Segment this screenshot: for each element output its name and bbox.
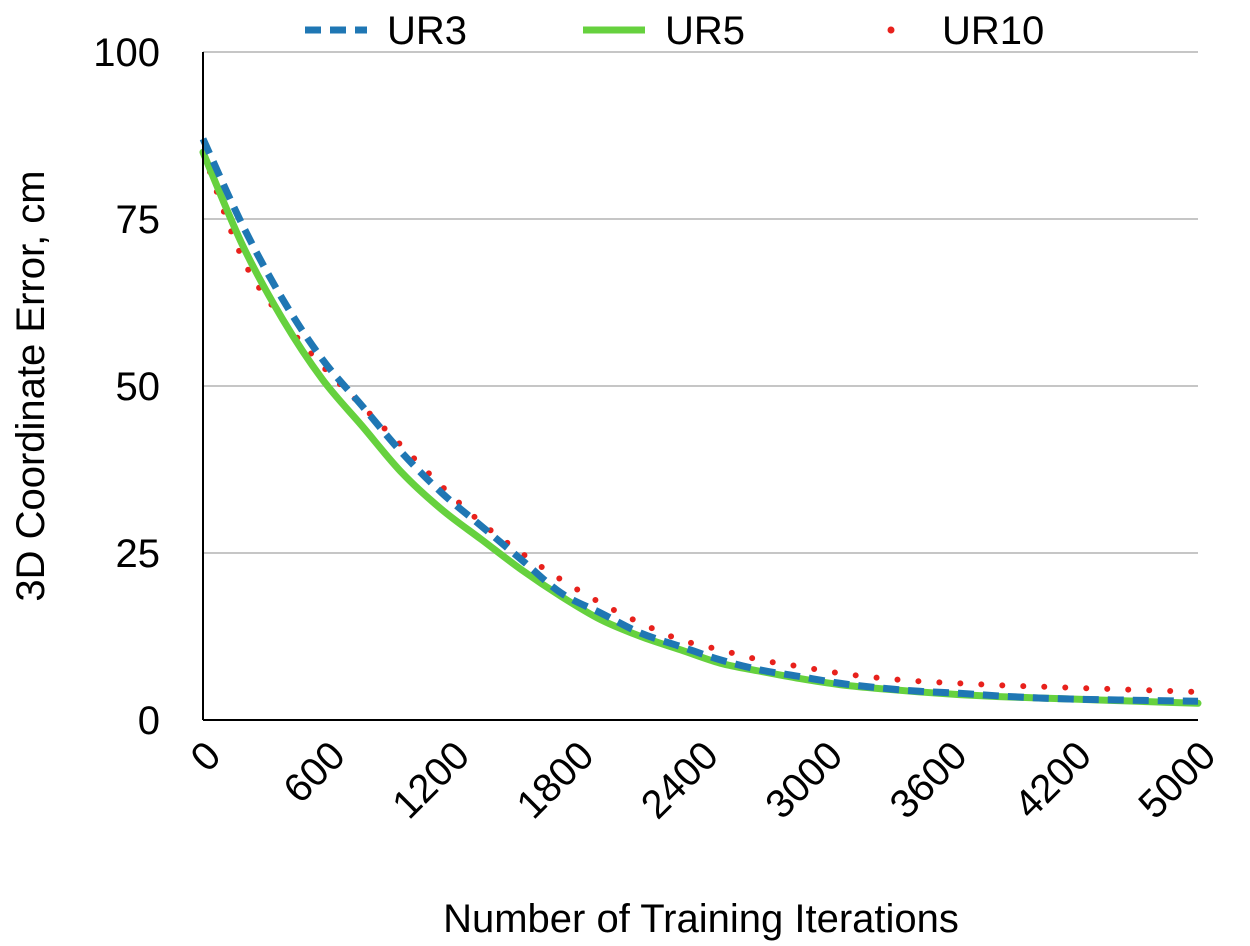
- series-lines: [199, 137, 1202, 707]
- x-tick-label: 1800: [508, 733, 602, 827]
- legend-label: UR3: [387, 9, 467, 53]
- y-tick-label: 100: [93, 31, 160, 75]
- y-axis-title: 3D Coordinate Error, cm: [9, 170, 53, 601]
- axes: [202, 52, 1198, 721]
- y-tick-label: 75: [116, 198, 161, 242]
- gridlines: [203, 51, 1198, 554]
- legend: UR3 UR5 UR10: [305, 9, 1044, 53]
- series-line-ur5: [199, 148, 1202, 707]
- series-line-ur3: [199, 137, 1199, 705]
- x-tick-label: 3000: [757, 733, 851, 827]
- x-tick-labels: 0 600 1200 1800 2400 3000 3600 4200 5000: [183, 733, 1225, 827]
- x-axis-title: Number of Training Iterations: [443, 897, 959, 941]
- legend-label: UR5: [665, 9, 745, 53]
- x-tick-label: 5000: [1130, 733, 1224, 827]
- x-tick-label: 4200: [1006, 733, 1100, 827]
- legend-item-ur5: UR5: [583, 9, 745, 53]
- legend-item-ur3: UR3: [305, 9, 467, 53]
- y-tick-label: 0: [138, 699, 160, 743]
- x-tick-label: 1200: [384, 733, 478, 827]
- x-tick-label: 2400: [633, 733, 727, 827]
- y-tick-labels: 0 25 50 75 100: [93, 31, 160, 743]
- legend-swatch: [887, 26, 895, 34]
- series-line-ur10: [200, 149, 1201, 695]
- x-tick-label: 0: [183, 733, 230, 780]
- x-tick-label: 600: [275, 733, 353, 811]
- x-tick-label: 3600: [882, 733, 976, 827]
- legend-item-ur10: UR10: [887, 9, 1044, 53]
- legend-label: UR10: [942, 9, 1044, 53]
- y-tick-label: 25: [116, 532, 161, 576]
- y-tick-label: 50: [116, 365, 161, 409]
